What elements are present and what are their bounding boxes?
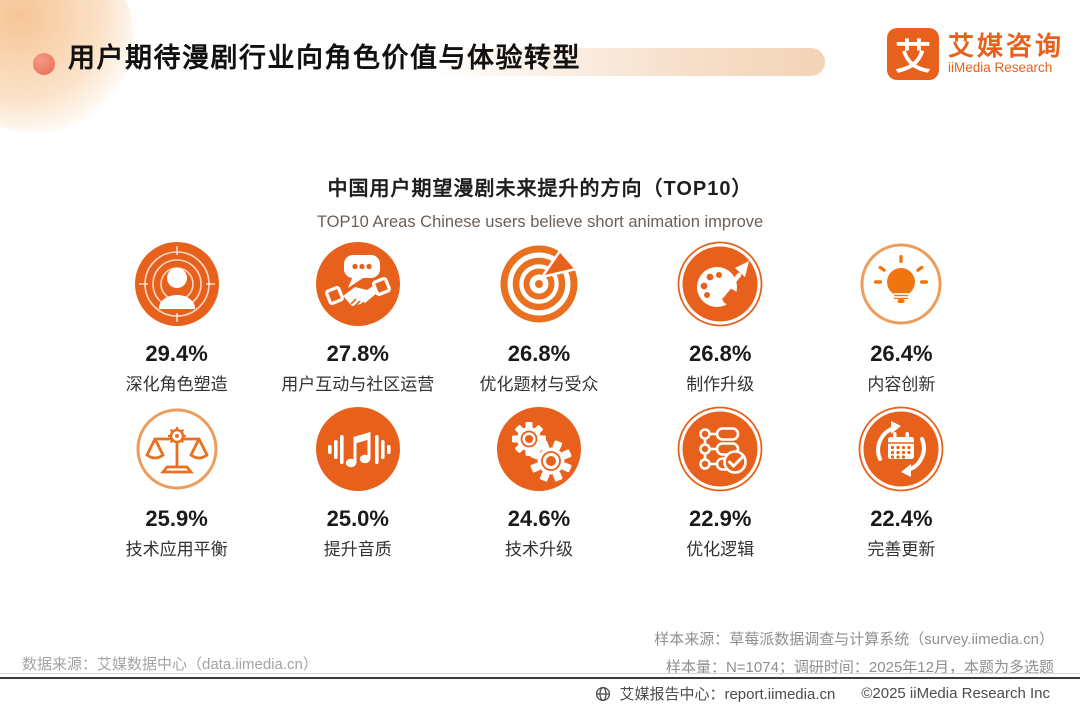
- handshake-chat-icon: [315, 242, 400, 326]
- stat-value: 22.4%: [870, 506, 933, 531]
- stat-item-6: 25.9% 技术应用平衡: [86, 406, 267, 560]
- stat-value: 24.6%: [507, 506, 571, 531]
- stat-label: 内容创新: [867, 375, 936, 394]
- report-center-link: 艾媒报告中心：report.iimedia.cn: [619, 686, 836, 703]
- chart-subtitle: TOP10 Areas Chinese users believe short …: [316, 213, 764, 231]
- sample-notes: 样本来源：草莓派数据调查与计算系统（survey.iimedia.cn） 样本量…: [654, 626, 1054, 682]
- calendar-refresh-icon: [858, 406, 944, 492]
- balance-scale-icon: [136, 408, 218, 490]
- chart-heading: 中国用户期望漫剧未来提升的方向（TOP10） TOP10 Areas Chine…: [0, 172, 1080, 232]
- palette-icon: [677, 241, 763, 327]
- sample-size-note: 样本量：N=1074；调研时间：2025年12月，本题为多选题: [665, 659, 1054, 676]
- stat-item-1: 29.4% 深化角色塑造: [86, 241, 267, 395]
- stat-value: 27.8%: [326, 341, 389, 366]
- stat-value: 25.9%: [145, 506, 208, 531]
- stat-label: 技术应用平衡: [125, 540, 228, 559]
- stat-label: 优化逻辑: [686, 540, 755, 559]
- stat-label: 用户互动与社区运营: [281, 375, 435, 394]
- brand-logo: 艾 艾媒咨询 iiMedia Research: [886, 28, 1064, 80]
- brand-name-en: iiMedia Research: [947, 60, 1053, 75]
- stat-item-7: 25.0% 提升音质: [267, 406, 448, 560]
- brand-logo-icon: 艾: [886, 28, 939, 80]
- copyright-text: ©2025 iiMedia Research Inc: [861, 685, 1050, 702]
- spiral-target-icon: [500, 245, 579, 323]
- stat-label: 完善更新: [867, 540, 936, 559]
- stat-label: 优化题材与受众: [479, 375, 599, 394]
- chart-title: 中国用户期望漫剧未来提升的方向（TOP10）: [327, 178, 753, 200]
- page-title: 用户期待漫剧行业向角色价值与体验转型: [68, 43, 581, 73]
- stat-value: 22.9%: [689, 506, 752, 531]
- title-underline-decoration: [430, 48, 825, 76]
- data-source-note: 数据来源：艾媒数据中心（data.iimedia.cn）: [22, 656, 318, 673]
- stat-label: 深化角色塑造: [125, 375, 228, 394]
- gears-icon: [496, 407, 581, 491]
- stat-item-10: 22.4% 完善更新: [811, 406, 992, 560]
- footer-divider-light: [0, 673, 1080, 674]
- stat-item-4: 26.8% 制作升级: [630, 241, 811, 395]
- footer-divider: [0, 677, 1080, 679]
- pictogram-grid: 29.4% 深化角色塑造: [86, 241, 992, 560]
- brand-logo-text: 艾媒咨询 iiMedia Research: [948, 32, 1064, 76]
- brand-name-cn: 艾媒咨询: [947, 31, 1064, 61]
- music-note-icon: [315, 407, 400, 491]
- stat-value: 26.4%: [870, 341, 933, 366]
- stat-value: 29.4%: [145, 341, 208, 366]
- stat-value: 26.8%: [689, 341, 752, 366]
- lightbulb-icon: [860, 243, 942, 325]
- stat-value: 25.0%: [326, 506, 389, 531]
- stat-item-2: 27.8% 用户互动与社区运营: [267, 241, 448, 395]
- sample-source-note: 样本来源：草莓派数据调查与计算系统（survey.iimedia.cn）: [654, 631, 1054, 648]
- stat-item-8: 24.6% 技术升级: [448, 406, 629, 560]
- corner-dot-decoration: [33, 53, 55, 75]
- globe-icon: [596, 686, 611, 701]
- checklist-flow-icon: [677, 406, 763, 492]
- stat-item-9: 22.9% 优化逻辑: [630, 406, 811, 560]
- stat-item-3: 26.8% 优化题材与受众: [448, 241, 629, 395]
- stat-label: 技术升级: [504, 540, 573, 559]
- stat-label: 提升音质: [323, 540, 392, 559]
- stat-item-5: 26.4% 内容创新: [811, 241, 992, 395]
- target-user-icon: [134, 242, 219, 326]
- stat-label: 制作升级: [686, 375, 755, 394]
- stat-value: 26.8%: [507, 341, 571, 366]
- footer: 艾媒报告中心：report.iimedia.cn ©2025 iiMedia R…: [595, 683, 1050, 704]
